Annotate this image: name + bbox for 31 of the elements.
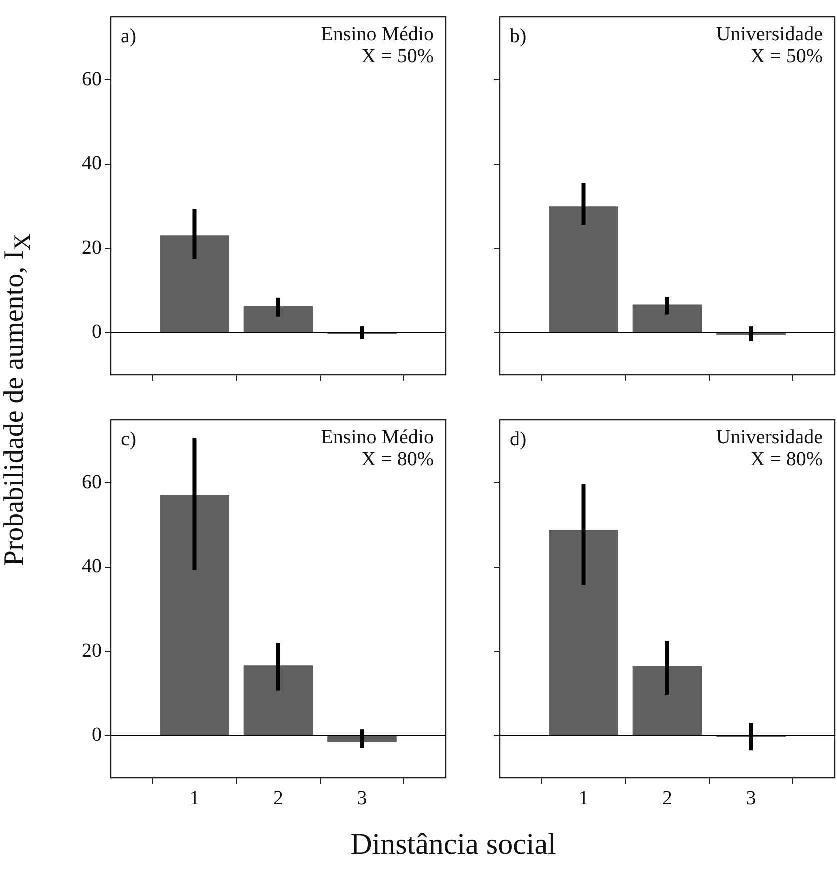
x-tick-label: 2 xyxy=(274,787,284,810)
annotation: Ensino Médio xyxy=(321,426,434,448)
y-tick-label: 20 xyxy=(82,640,102,662)
y-tick-label: 60 xyxy=(82,68,102,90)
annotation: d) xyxy=(510,428,527,450)
x-tick-label: 2 xyxy=(662,787,672,810)
x-tick-label: 3 xyxy=(746,787,756,810)
y-tick-label: 40 xyxy=(82,152,102,175)
x-axis-title: Dinstância social xyxy=(350,828,558,862)
annotation: X = 50% xyxy=(750,45,823,68)
annotation: X = 80% xyxy=(750,448,823,470)
y-tick-label: 0 xyxy=(92,321,102,344)
y-tick-label: 40 xyxy=(82,556,102,578)
annotation: Universidade xyxy=(716,426,824,448)
y-tick-label: 20 xyxy=(82,236,102,259)
bar xyxy=(244,666,314,736)
annotation: b) xyxy=(510,25,527,48)
annotation: X = 80% xyxy=(362,448,434,470)
x-tick-label: 3 xyxy=(357,787,368,810)
x-tick-label: 1 xyxy=(578,787,589,810)
annotation: Ensino Médio xyxy=(321,23,434,46)
annotation: X = 50% xyxy=(362,45,434,68)
bar xyxy=(244,306,314,333)
y-tick-label: 60 xyxy=(82,471,102,494)
y-tick-label: 0 xyxy=(92,724,102,746)
bar xyxy=(160,236,230,333)
annotation: a) xyxy=(121,25,137,48)
annotation: c) xyxy=(121,428,137,450)
bar xyxy=(160,495,230,736)
x-tick-label: 1 xyxy=(190,787,200,810)
annotation: Universidade xyxy=(716,23,824,46)
